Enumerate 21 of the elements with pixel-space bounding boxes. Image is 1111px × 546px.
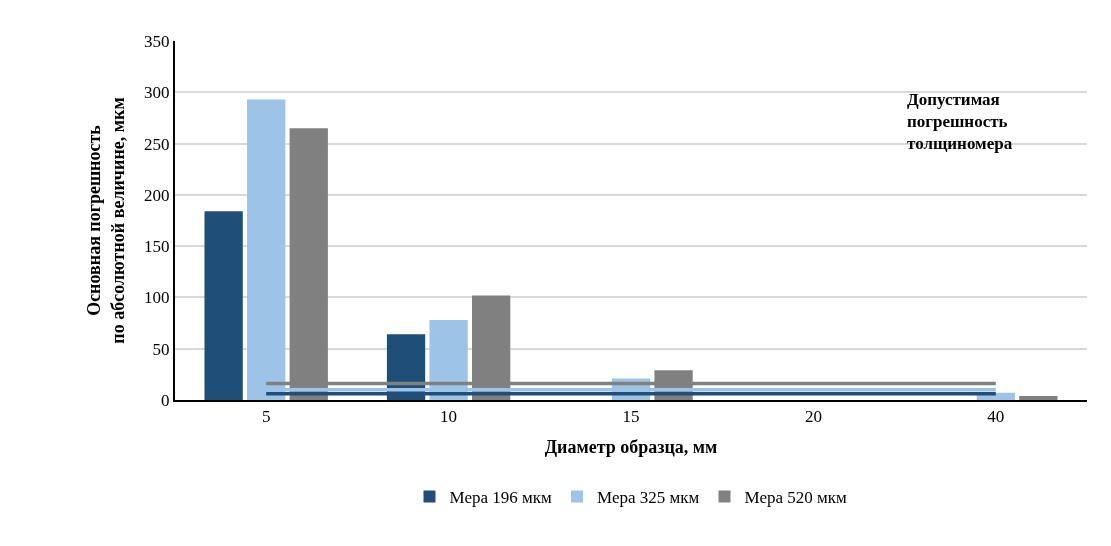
x-tick-label: 5 [261, 407, 271, 427]
y-tick-label: 350 [144, 31, 170, 51]
x-tick-label: 40 [987, 407, 1005, 427]
y-tick-label: 250 [144, 134, 170, 154]
bar [204, 211, 243, 400]
y-tick-label: 0 [161, 390, 170, 410]
legend-label: Мера 196 мкм [449, 488, 552, 508]
x-tick-label: 10 [440, 407, 458, 427]
y-tick-label: 200 [144, 185, 170, 205]
y-axis-title: Основная погрешность по абсолютной величине, мкм [84, 97, 128, 344]
bar [1019, 395, 1058, 400]
y-tick-label: 50 [152, 339, 170, 359]
legend-label: Мера 325 мкм [597, 488, 700, 508]
legend-label: Мера 520 мкм [744, 488, 847, 508]
y-tick-label: 300 [144, 83, 170, 103]
y-tick-label: 150 [144, 237, 170, 257]
annotation: Допустимая погрешность толщиномера [907, 90, 1013, 154]
x-axis-title: Диаметр образца, мм [544, 437, 718, 457]
y-tick-label: 100 [144, 288, 170, 308]
x-tick-label: 15 [622, 407, 640, 427]
x-tick-label: 20 [804, 407, 822, 427]
